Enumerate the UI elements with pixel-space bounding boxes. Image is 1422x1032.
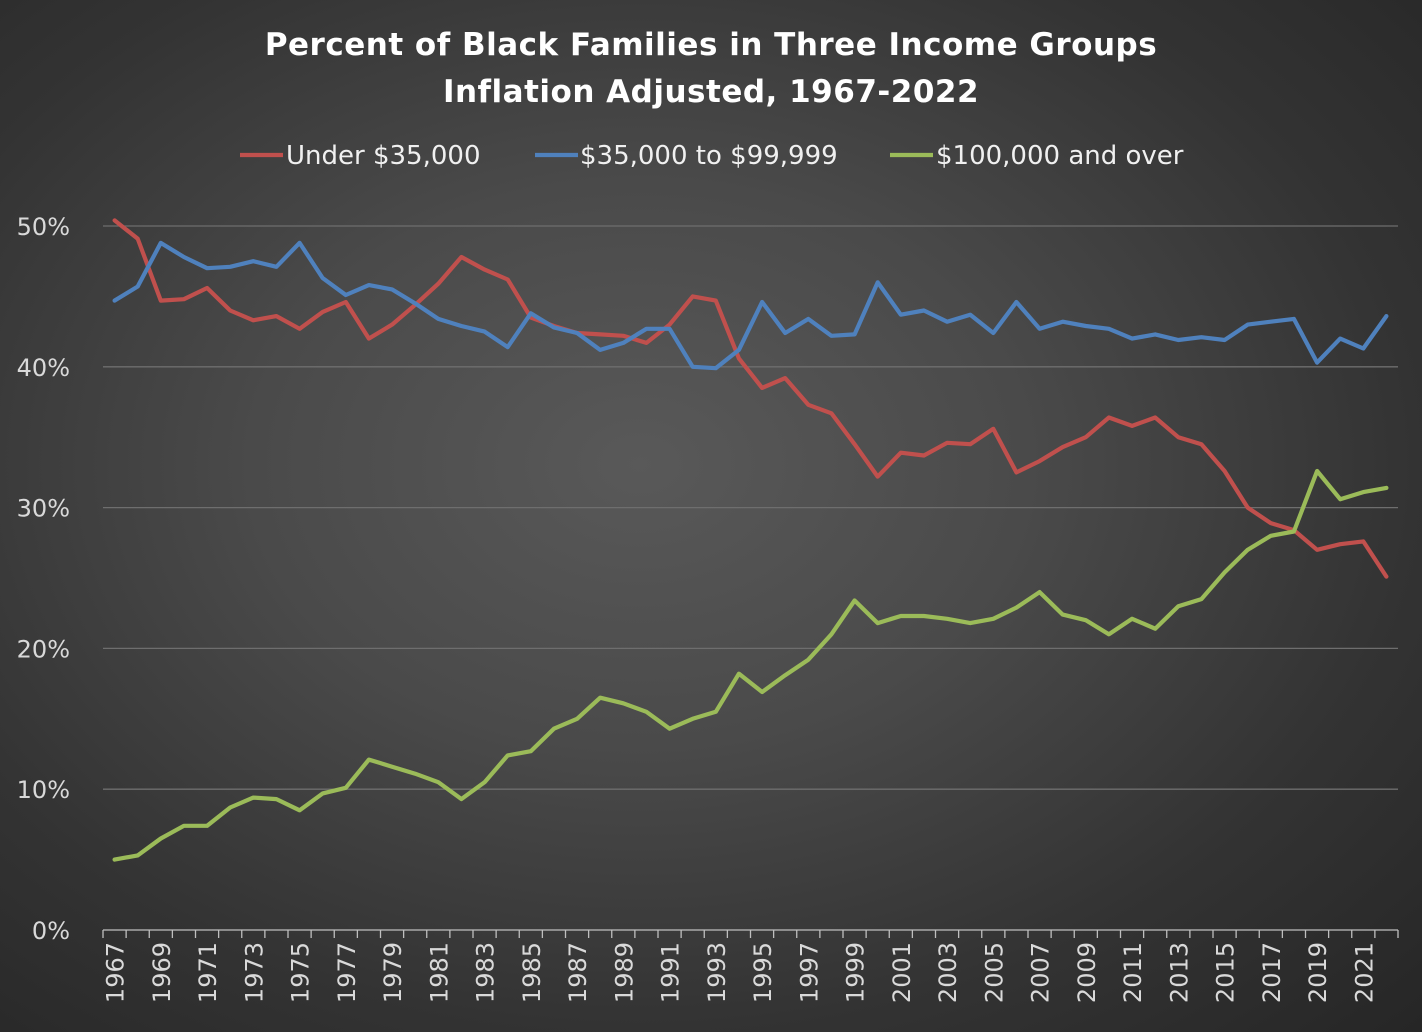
x-tick-label: 2009 (1073, 942, 1101, 1003)
x-tick-label: 1969 (148, 942, 176, 1003)
x-tick-label: 2005 (980, 942, 1008, 1003)
y-tick-label: 0% (32, 917, 70, 945)
legend-label-under-35000: Under $35,000 (286, 141, 480, 171)
chart-subtitle: Inflation Adjusted, 1967-2022 (443, 74, 979, 110)
y-tick-label: 20% (17, 635, 70, 663)
x-tick-label: 2017 (1258, 942, 1286, 1003)
x-axis: 1967 1969 1971 1973 1975 1977 1979 1981 1983 1985… (102, 929, 1399, 1003)
x-tick-label: 1975 (287, 942, 315, 1003)
legend-label-35000-to-99999: $35,000 to $99,999 (580, 141, 838, 171)
x-tick-label: 1981 (425, 942, 453, 1003)
legend: Under $35,000 $35,000 to $99,999 $100,00… (240, 141, 1184, 171)
x-tick-label: 1973 (240, 942, 268, 1003)
x-tick-label: 2013 (1165, 942, 1193, 1003)
x-tick-label: 2011 (1119, 942, 1147, 1003)
x-tick-label: 1989 (610, 942, 638, 1003)
x-tick-label: 1967 (102, 942, 130, 1003)
x-tick-label: 1991 (657, 942, 685, 1003)
y-tick-label: 40% (17, 354, 70, 382)
x-tick-label: 1979 (379, 942, 407, 1003)
legend-item-35000-to-99999: $35,000 to $99,999 (535, 141, 838, 171)
y-tick-label: 50% (17, 213, 70, 241)
chart-title: Percent of Black Families in Three Incom… (265, 27, 1157, 63)
x-tick-label: 1985 (518, 942, 546, 1003)
x-tick-label: 2003 (934, 942, 962, 1003)
y-axis: 0% 10% 20% 30% 40% 50% (17, 213, 70, 945)
y-tick-label: 30% (17, 495, 70, 523)
gridlines (103, 225, 1398, 790)
x-tick-label: 1983 (472, 942, 500, 1003)
plot-area (112, 218, 1389, 862)
x-tick-label: 1977 (333, 942, 361, 1003)
x-tick-label: 2019 (1304, 942, 1332, 1003)
x-tick-label: 2007 (1027, 942, 1055, 1003)
x-tick-label: 1997 (795, 942, 823, 1003)
legend-item-100000-and-over: $100,000 and over (890, 141, 1184, 171)
x-tick-label: 2021 (1350, 942, 1378, 1003)
series-line-100000-and-over (112, 468, 1389, 862)
legend-item-under-35000: Under $35,000 (240, 141, 480, 171)
series-line-under-35000 (112, 218, 1389, 579)
legend-label-100000-and-over: $100,000 and over (936, 141, 1184, 171)
y-tick-label: 10% (17, 776, 70, 804)
x-tick-label: 2015 (1212, 942, 1240, 1003)
x-tick-label: 1971 (194, 942, 222, 1003)
x-tick-label: 1995 (749, 942, 777, 1003)
x-tick-label: 1999 (842, 942, 870, 1003)
x-tick-label: 2001 (888, 942, 916, 1003)
x-tick-label: 1993 (703, 942, 731, 1003)
series-line-35000-to-99999 (112, 240, 1389, 371)
x-tick-label: 1987 (564, 942, 592, 1003)
